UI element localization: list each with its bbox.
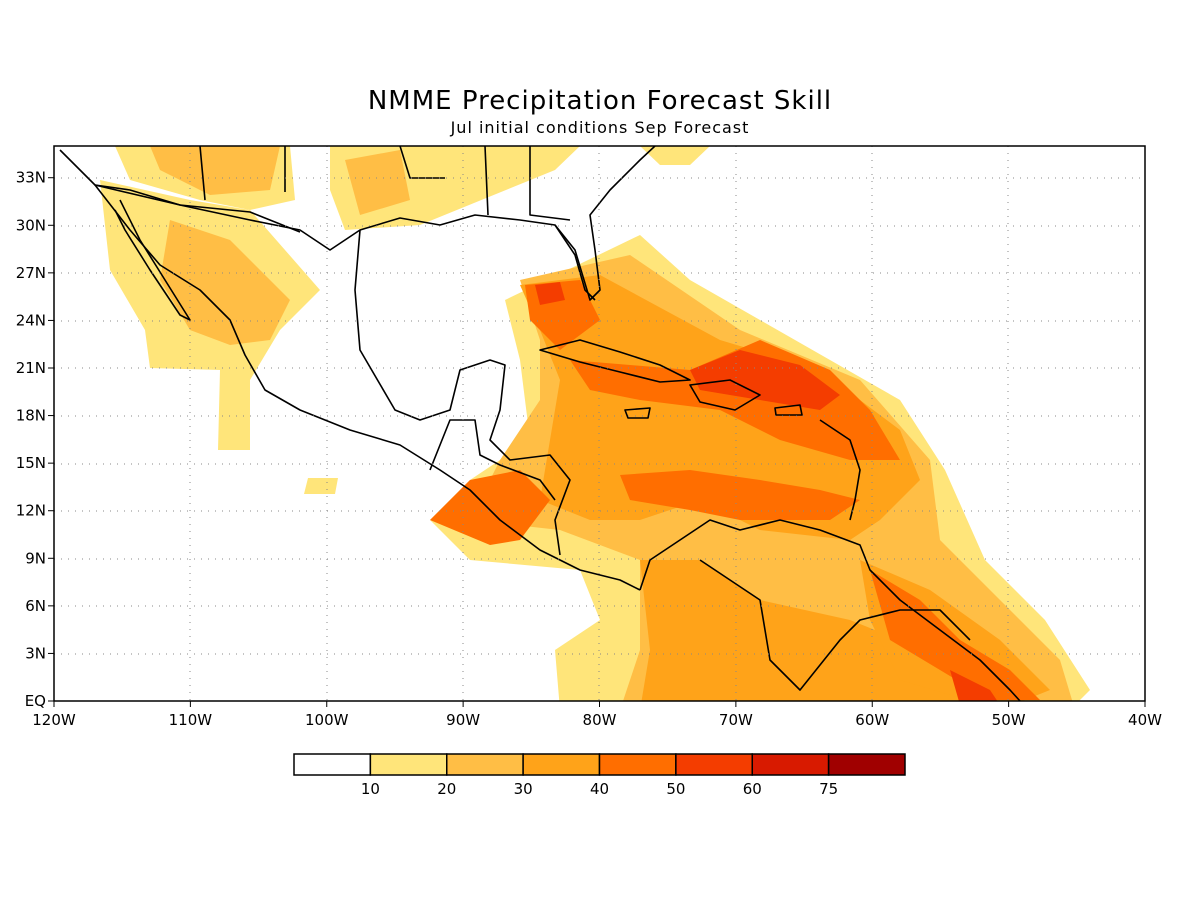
colorbar-label: 10 [361,780,380,798]
colorbar-swatch [751,753,830,776]
y-tick-label: 6N [25,597,46,615]
colorbar-swatch [827,753,906,776]
skill-region-central-america [430,470,550,545]
x-tick-label: 60W [855,711,889,729]
colorbar-swatch [293,753,372,776]
coastline-puerto-rico [774,404,803,416]
x-tick-label: 100W [305,711,349,729]
y-axis-ticks: EQ 3N 6N 9N 12N 15N 18N 21N 24N 27N 30N 33N [16,169,54,710]
y-tick-label: 24N [16,311,46,329]
coastline-cuba [539,339,691,383]
border-central-america [429,419,556,501]
y-tick-label: 18N [16,407,46,425]
coastline-jamaica [624,407,651,419]
y-tick-label: 21N [16,359,46,377]
x-tick-label: 70W [719,711,753,729]
colorbar: 10 20 30 40 50 60 75 [293,753,906,798]
skill-region-pacific-small [304,478,338,494]
skill-region-bahamas-peak [535,282,565,305]
border-south-america [699,559,971,691]
map-title: NMME Precipitation Forecast Skill [367,86,833,116]
coastlines [59,146,1021,701]
x-tick-label: 40W [1128,711,1162,729]
map-subtitle: Jul initial conditions Sep Forecast [450,118,750,137]
colorbar-label: 40 [590,780,609,798]
coastline-hispaniola [689,379,761,411]
border-us-states [199,146,571,221]
skill-region-hispaniola-peak [690,350,840,410]
skill-region-gulf-mid [345,150,410,215]
x-tick-label: 120W [32,711,76,729]
skill-region-greater-antilles [570,340,900,460]
skill-region-atlantic-north [640,146,710,165]
y-tick-label: 9N [25,549,46,567]
colorbar-swatch [675,753,753,776]
colorbar-label: 60 [743,780,762,798]
y-tick-label: 3N [25,644,46,662]
y-tick-label: 15N [16,454,46,472]
colorbar-label: 30 [514,780,533,798]
y-tick-label: 12N [16,502,46,520]
y-tick-label: 33N [16,169,46,187]
x-tick-label: 110W [169,711,213,729]
y-tick-label: EQ [25,692,46,710]
border-us-mexico [94,184,301,233]
coastline-lesser-antilles [819,419,861,521]
skill-region-mexico-mid [160,220,290,345]
y-tick-label: 30N [16,216,46,234]
skill-region-brazil-peak [950,670,998,701]
colorbar-swatch [522,753,601,776]
colorbar-label: 20 [437,780,456,798]
grid-lines [54,146,1145,701]
coastline-baja [114,199,191,321]
colorbar-swatch [369,753,448,776]
y-tick-label: 27N [16,264,46,282]
skill-region-central-caribbean [620,470,860,520]
coastline-mexico-gulf [354,229,571,556]
x-tick-label: 50W [992,711,1026,729]
x-tick-label: 90W [446,711,480,729]
colorbar-swatch [446,753,524,776]
coastline-mexico-west [94,184,641,591]
coastline-south-america [639,519,1021,701]
coastline-us-gulf [59,146,656,301]
x-axis-ticks: 120W 110W 100W 90W 80W 70W 60W 50W 40W [32,701,1162,729]
skill-region-north-mid [150,146,280,195]
skill-region-guiana-core [870,570,1040,700]
x-tick-label: 80W [583,711,617,729]
colorbar-swatch [598,753,677,776]
colorbar-label: 75 [819,780,838,798]
skill-shading [100,146,1090,701]
colorbar-label: 50 [666,780,685,798]
